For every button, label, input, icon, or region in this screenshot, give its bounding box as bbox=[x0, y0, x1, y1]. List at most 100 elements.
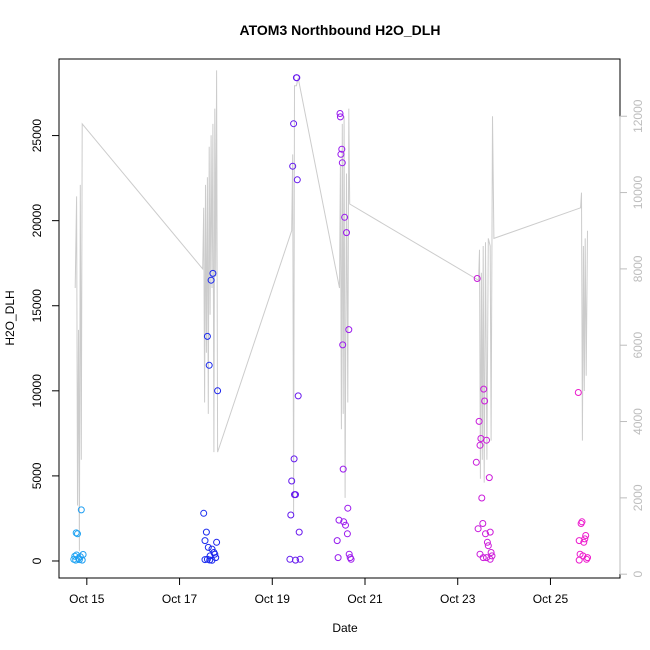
data-point bbox=[290, 120, 298, 128]
data-point bbox=[335, 516, 343, 524]
data-point bbox=[338, 145, 346, 153]
x-tick-label: Oct 21 bbox=[347, 592, 383, 606]
x-axis: Oct 15 Oct 17 Oct 19 Oct 21 Oct 23 Oct 25 bbox=[69, 577, 569, 606]
data-point bbox=[478, 494, 486, 502]
data-point bbox=[72, 529, 80, 537]
data-point bbox=[482, 530, 489, 538]
data-point bbox=[206, 556, 214, 564]
data-point bbox=[339, 341, 347, 349]
data-point bbox=[290, 455, 298, 463]
data-point bbox=[580, 538, 588, 546]
data-point bbox=[485, 474, 493, 482]
data-point bbox=[204, 543, 212, 551]
data-points bbox=[70, 74, 591, 564]
y-tick-label: 0 bbox=[30, 557, 44, 564]
x-axis-label: Date bbox=[332, 621, 358, 635]
data-point bbox=[347, 555, 355, 563]
data-point bbox=[474, 525, 482, 533]
altitude-line-path bbox=[74, 70, 588, 552]
data-point bbox=[581, 535, 589, 543]
x-tick-label: Oct 15 bbox=[69, 592, 105, 606]
data-point bbox=[77, 506, 85, 514]
data-point bbox=[288, 477, 296, 485]
right-y-tick-label: 0 bbox=[631, 571, 645, 578]
data-point bbox=[295, 528, 303, 536]
data-point bbox=[476, 441, 484, 449]
data-point bbox=[343, 229, 350, 237]
right-y-tick-label: 4000 bbox=[631, 408, 645, 435]
data-point bbox=[202, 528, 210, 536]
y-tick-label: 20000 bbox=[30, 204, 44, 238]
data-point bbox=[294, 392, 302, 400]
data-point bbox=[336, 113, 344, 121]
data-point bbox=[342, 521, 349, 529]
y-axis: 0 5000 10000 15000 20000 25000 bbox=[30, 119, 60, 564]
data-point bbox=[340, 518, 348, 526]
data-point bbox=[79, 551, 87, 558]
data-point bbox=[289, 162, 297, 170]
data-point bbox=[286, 555, 294, 563]
plot-border bbox=[58, 58, 621, 579]
data-point bbox=[480, 385, 488, 393]
right-y-tick-label: 6000 bbox=[631, 332, 645, 359]
data-point bbox=[203, 332, 211, 340]
data-point bbox=[486, 528, 494, 536]
data-point bbox=[75, 556, 83, 564]
data-point bbox=[209, 269, 217, 277]
data-point bbox=[75, 554, 82, 562]
data-point bbox=[472, 458, 480, 466]
data-point bbox=[574, 389, 582, 396]
data-point bbox=[293, 74, 301, 82]
data-point bbox=[479, 520, 487, 527]
right-y-axis: 0 2000 4000 6000 8000 10000 12000 bbox=[619, 99, 645, 578]
data-point bbox=[333, 537, 341, 545]
data-point bbox=[578, 518, 586, 526]
data-point bbox=[343, 530, 351, 538]
data-point bbox=[207, 276, 215, 284]
data-point bbox=[344, 504, 352, 512]
x-tick-label: Oct 25 bbox=[533, 592, 569, 606]
data-point bbox=[296, 555, 304, 563]
data-point bbox=[205, 361, 213, 369]
y-tick-label: 5000 bbox=[30, 462, 44, 489]
data-point bbox=[484, 542, 492, 550]
x-tick-label: Oct 23 bbox=[440, 592, 476, 606]
altitude-line bbox=[74, 70, 588, 552]
data-point bbox=[208, 556, 216, 564]
data-point bbox=[200, 509, 208, 517]
right-y-tick-label: 10000 bbox=[631, 176, 645, 210]
data-point bbox=[483, 538, 491, 546]
data-point bbox=[341, 213, 349, 221]
y-tick-label: 10000 bbox=[30, 374, 44, 408]
data-point bbox=[208, 545, 216, 553]
data-point bbox=[584, 554, 591, 562]
data-point bbox=[287, 511, 295, 519]
x-tick-label: Oct 17 bbox=[162, 592, 198, 606]
data-point bbox=[201, 537, 209, 545]
data-point bbox=[486, 555, 494, 563]
data-point bbox=[339, 465, 347, 473]
right-y-tick-label: 12000 bbox=[631, 99, 645, 133]
data-point bbox=[481, 397, 489, 405]
data-point bbox=[479, 554, 487, 562]
data-point bbox=[211, 550, 219, 558]
data-point bbox=[336, 110, 344, 117]
data-point bbox=[74, 530, 81, 538]
plot-frame bbox=[58, 58, 621, 579]
data-point bbox=[337, 150, 345, 158]
chart-title: ATOM3 Northbound H2O_DLH bbox=[240, 22, 441, 38]
data-point bbox=[334, 554, 342, 562]
y-tick-label: 15000 bbox=[30, 289, 44, 323]
right-y-tick-label: 2000 bbox=[631, 484, 645, 511]
data-point bbox=[338, 159, 346, 167]
data-point bbox=[293, 176, 301, 184]
data-point bbox=[575, 556, 583, 564]
right-y-tick-label: 8000 bbox=[631, 255, 645, 282]
data-point bbox=[213, 538, 221, 546]
data-point bbox=[582, 532, 590, 539]
data-point bbox=[487, 549, 495, 556]
data-point bbox=[345, 326, 353, 334]
data-point bbox=[473, 275, 481, 282]
